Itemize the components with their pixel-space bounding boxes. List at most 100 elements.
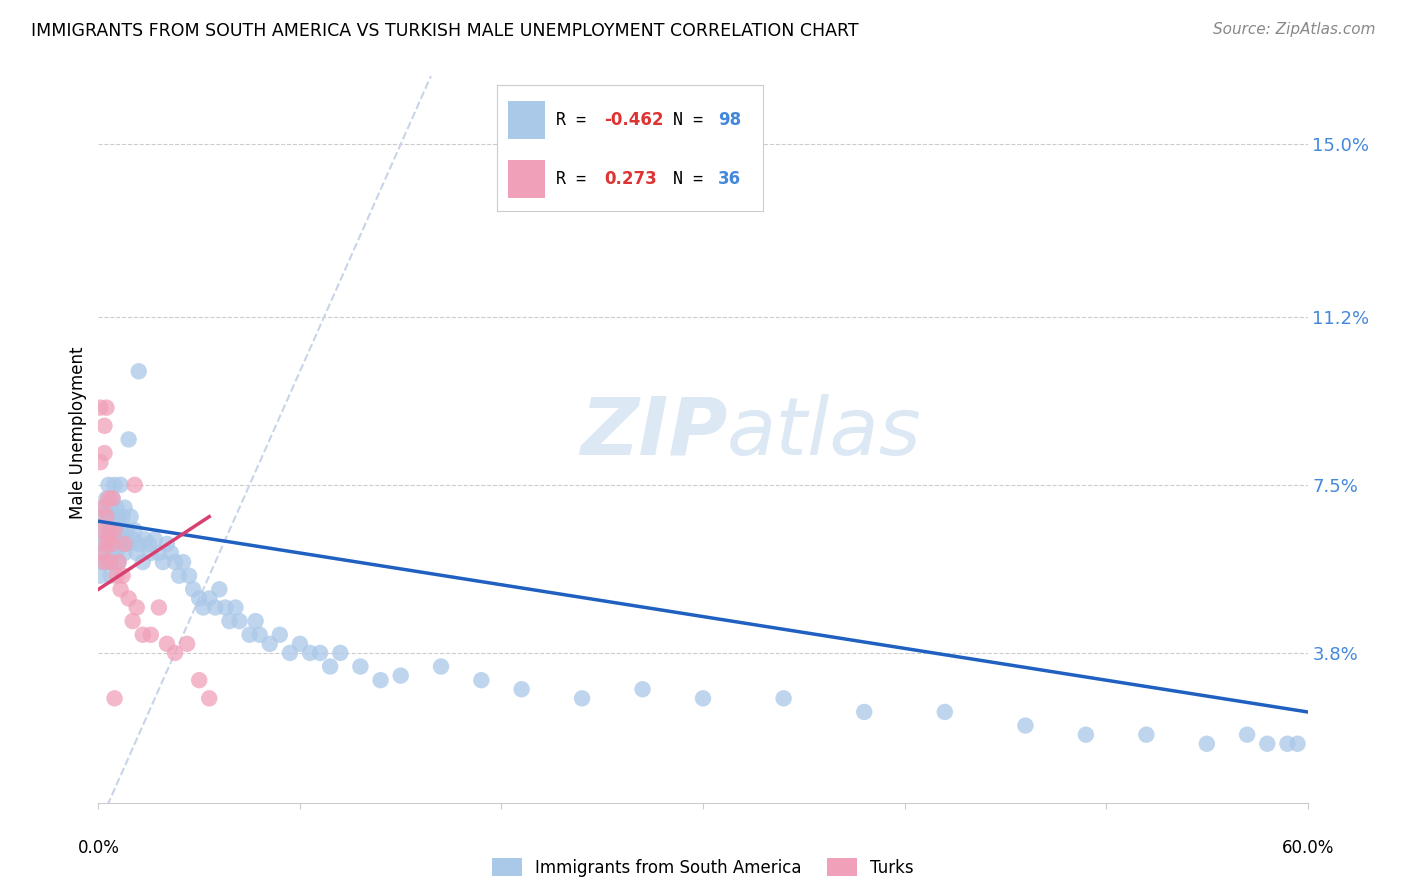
Point — [114, 546, 136, 560]
Point — [100, 533, 122, 547]
Point — [114, 537, 136, 551]
Point — [152, 555, 174, 569]
Text: atlas: atlas — [727, 393, 922, 472]
Point — [349, 659, 371, 673]
Point — [111, 509, 134, 524]
Point — [430, 659, 453, 673]
Text: ZIP: ZIP — [579, 393, 727, 472]
Point — [772, 691, 794, 706]
Point — [105, 500, 128, 515]
Point — [96, 555, 118, 569]
Point — [198, 591, 221, 606]
Point — [128, 537, 150, 551]
Point — [134, 533, 156, 547]
Point — [107, 555, 129, 569]
Point — [208, 582, 231, 597]
Point — [125, 546, 148, 560]
Text: Source: ZipAtlas.com: Source: ZipAtlas.com — [1212, 22, 1375, 37]
Point — [1195, 737, 1218, 751]
Point — [125, 600, 148, 615]
Point — [193, 600, 215, 615]
Point — [93, 555, 115, 569]
Point — [97, 523, 120, 537]
Point — [89, 537, 111, 551]
Point — [115, 523, 138, 537]
Point — [91, 555, 114, 569]
Point — [389, 668, 412, 682]
Point — [91, 509, 114, 524]
Point — [1277, 737, 1299, 751]
Point — [299, 646, 322, 660]
Point — [853, 705, 876, 719]
Point — [1236, 728, 1258, 742]
Point — [132, 628, 155, 642]
Point — [97, 509, 120, 524]
Point — [228, 614, 250, 628]
Point — [128, 364, 150, 378]
Point — [124, 523, 146, 537]
Point — [224, 600, 246, 615]
Point — [121, 533, 143, 547]
Point — [1256, 737, 1278, 751]
Point — [107, 555, 129, 569]
Point — [101, 491, 124, 506]
Point — [172, 555, 194, 569]
Point — [103, 691, 125, 706]
Point — [118, 433, 141, 447]
Legend: Immigrants from South America, Turks: Immigrants from South America, Turks — [485, 852, 921, 883]
Point — [100, 568, 122, 582]
Point — [288, 637, 311, 651]
Point — [510, 682, 533, 697]
Point — [934, 705, 956, 719]
Point — [121, 614, 143, 628]
Point — [1014, 718, 1036, 732]
Point — [571, 691, 593, 706]
Point — [107, 533, 129, 547]
Point — [249, 628, 271, 642]
Point — [110, 523, 132, 537]
Point — [93, 418, 115, 433]
Y-axis label: Male Unemployment: Male Unemployment — [69, 346, 87, 519]
Text: 60.0%: 60.0% — [1281, 839, 1334, 857]
Text: 0.0%: 0.0% — [77, 839, 120, 857]
Point — [278, 646, 301, 660]
Point — [148, 546, 170, 560]
Point — [93, 546, 115, 560]
Point — [103, 478, 125, 492]
Point — [1286, 737, 1309, 751]
Point — [163, 646, 186, 660]
Point — [100, 523, 122, 537]
Point — [139, 546, 162, 560]
Point — [156, 537, 179, 551]
Point — [309, 646, 332, 660]
Point — [110, 478, 132, 492]
Point — [120, 509, 142, 524]
Point — [1135, 728, 1157, 742]
Point — [91, 546, 114, 560]
Point — [103, 523, 125, 537]
Point — [107, 509, 129, 524]
Point — [163, 555, 186, 569]
Point — [91, 500, 114, 515]
Point — [96, 509, 118, 524]
Point — [93, 523, 115, 537]
Point — [110, 582, 132, 597]
Point — [239, 628, 262, 642]
Point — [97, 478, 120, 492]
Point — [114, 500, 136, 515]
Point — [96, 491, 118, 506]
Point — [176, 637, 198, 651]
Point — [329, 646, 352, 660]
Point — [218, 614, 240, 628]
Point — [101, 523, 124, 537]
Point — [89, 455, 111, 469]
Point — [631, 682, 654, 697]
Point — [103, 509, 125, 524]
Point — [214, 600, 236, 615]
Point — [138, 537, 160, 551]
Point — [97, 491, 120, 506]
Point — [100, 555, 122, 569]
Point — [156, 637, 179, 651]
Point — [181, 582, 204, 597]
Point — [93, 446, 115, 460]
